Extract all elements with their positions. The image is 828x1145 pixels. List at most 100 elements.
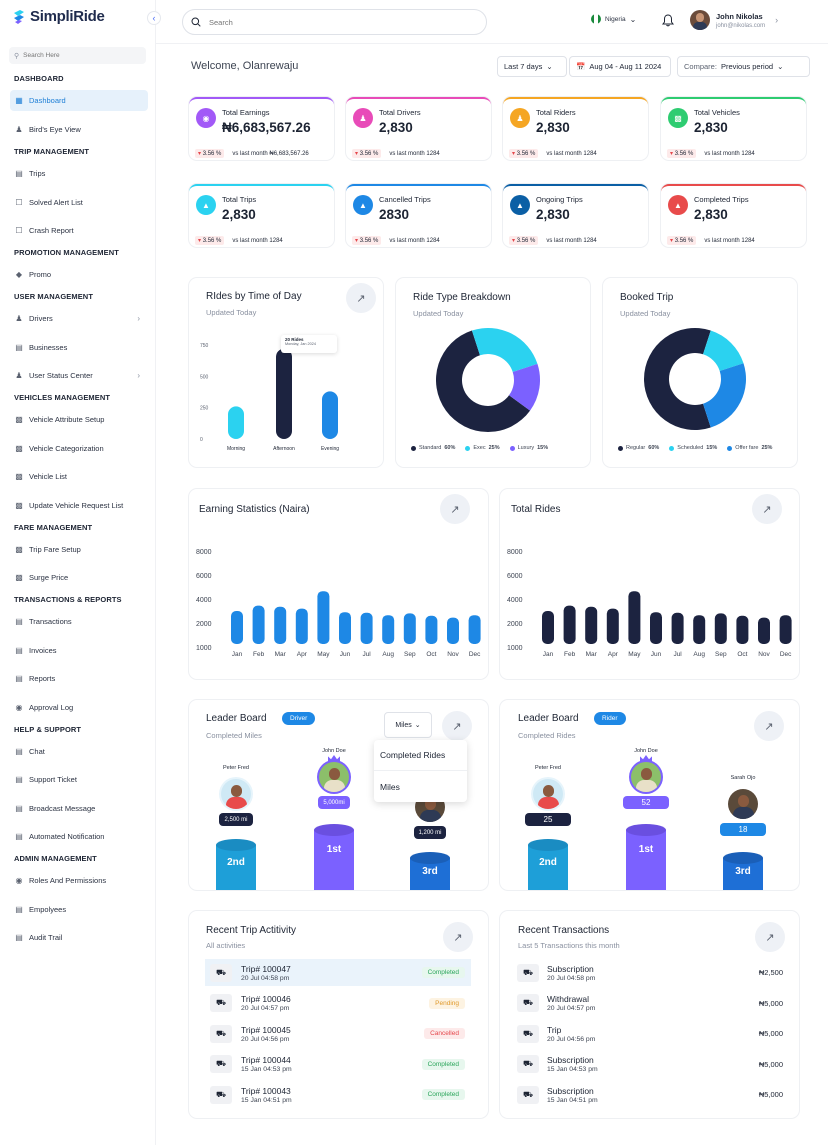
slice-offer-fare[interactable] xyxy=(703,363,746,428)
bar-jul[interactable] xyxy=(671,612,684,644)
slice-scheduled[interactable] xyxy=(703,330,744,371)
bar-may[interactable] xyxy=(317,591,330,644)
expand-leaderboard-rider-button[interactable]: ↗ xyxy=(754,711,784,741)
expand-total-rides-button[interactable]: ↗ xyxy=(752,494,782,524)
sidebar-item-update-vehicle-request-list[interactable]: ▩ Update Vehicle Request List xyxy=(10,495,148,516)
sidebar-item-roles-and-permissions[interactable]: ◉ Roles And Permissions xyxy=(10,870,148,891)
bar-jan[interactable] xyxy=(231,611,243,644)
bar-jan[interactable] xyxy=(542,611,554,644)
menu-item-completed-rides[interactable]: Completed Rides xyxy=(374,740,467,771)
transaction-row[interactable]: ⛟ Trip 20 Jul 04:56 pm ₦5,000 xyxy=(516,1020,786,1047)
sidebar-item-audit-trail[interactable]: ▤ Audit Trail xyxy=(10,927,148,948)
bar-afternoon[interactable] xyxy=(276,348,292,439)
activity-row[interactable]: ⛟ Trip# 100046 20 Jul 04:57 pm Pending xyxy=(205,990,471,1017)
sidebar-item-surge-price[interactable]: ▩ Surge Price xyxy=(10,567,148,588)
down-arrow-icon: ▾ xyxy=(670,151,675,157)
miles-filter-select[interactable]: Miles ⌄ xyxy=(384,712,432,738)
avatar-photo xyxy=(631,762,661,792)
transaction-row[interactable]: ⛟ Subscription 15 Jan 04:53 pm ₦5,000 xyxy=(516,1051,786,1078)
bar-evening[interactable] xyxy=(322,391,338,439)
sidebar-search-input[interactable] xyxy=(23,52,134,59)
activity-row[interactable]: ⛟ Trip# 100044 15 Jan 04:53 pm Completed xyxy=(205,1051,471,1078)
transaction-row[interactable]: ⛟ Subscription 20 Jul 04:58 pm ₦2,500 xyxy=(516,959,786,986)
sidebar-search[interactable]: ⚲ xyxy=(9,47,146,64)
collapse-sidebar-button[interactable]: ‹ xyxy=(147,11,161,25)
sidebar-item-approval-log[interactable]: ◉ Approval Log xyxy=(10,697,148,718)
bar-morning[interactable] xyxy=(228,406,244,439)
bar-may[interactable] xyxy=(628,591,641,644)
bar-oct[interactable] xyxy=(425,615,438,644)
sidebar-item-user-status-center[interactable]: ♟ User Status Center › xyxy=(10,365,148,386)
menu-item-miles[interactable]: Miles xyxy=(380,781,400,792)
bar-sep[interactable] xyxy=(714,613,727,644)
sidebar-item-chat[interactable]: ▤ Chat xyxy=(10,741,148,762)
activity-row[interactable]: ⛟ Trip# 100047 20 Jul 04:58 pm Completed xyxy=(205,959,471,986)
stat-value: 2,830 xyxy=(379,120,413,135)
sidebar-item-vehicle-list[interactable]: ▩ Vehicle List xyxy=(10,466,148,487)
sidebar-item-dashboard[interactable]: ▦ Dashboard xyxy=(10,90,148,111)
stat-label: Total Riders xyxy=(536,108,576,117)
transaction-amount: ₦5,000 xyxy=(758,1090,783,1100)
transaction-row[interactable]: ⛟ Withdrawal 20 Jul 04:57 pm ₦5,000 xyxy=(516,990,786,1017)
date-picker[interactable]: 📅 Aug 04 - Aug 11 2024 xyxy=(569,56,671,77)
expand-transactions-button[interactable]: ↗ xyxy=(755,922,785,952)
bar-sep[interactable] xyxy=(403,613,416,644)
sidebar-item-bird-s-eye-view[interactable]: ♟ Bird's Eye View xyxy=(10,119,148,140)
sidebar-item-businesses[interactable]: ▤ Businesses xyxy=(10,337,148,358)
activity-row[interactable]: ⛟ Trip# 100043 15 Jan 04:51 pm Completed xyxy=(205,1081,471,1108)
bar-aug[interactable] xyxy=(382,615,395,644)
sidebar-item-support-ticket[interactable]: ▤ Support Ticket xyxy=(10,769,148,790)
bar-apr[interactable] xyxy=(606,608,619,644)
logo[interactable]: SimpliRide xyxy=(12,8,105,25)
sidebar-item-empolyees[interactable]: ▤ Empolyees xyxy=(10,899,148,920)
chevron-down-icon: ⌄ xyxy=(414,722,421,729)
bar-dec[interactable] xyxy=(468,615,481,644)
sidebar-item-broadcast-message[interactable]: ▤ Broadcast Message xyxy=(10,798,148,819)
bar-feb[interactable] xyxy=(563,605,576,644)
sidebar-item-promo[interactable]: ◆ Promo xyxy=(10,264,148,285)
sidebar-item-transactions[interactable]: ▤ Transactions xyxy=(10,611,148,632)
sidebar-item-vehicle-attribute-setup[interactable]: ▩ Vehicle Attribute Setup xyxy=(10,409,148,430)
expand-leaderboard-driver-button[interactable]: ↗ xyxy=(442,711,472,741)
slice-standard[interactable] xyxy=(436,330,531,432)
bar-mar[interactable] xyxy=(274,606,287,644)
sidebar-item-drivers[interactable]: ♟ Drivers › xyxy=(10,308,148,329)
sidebar-item-solved-alert-list[interactable]: ☐ Solved Alert List xyxy=(10,192,148,213)
bar-dec[interactable] xyxy=(779,615,792,644)
sidebar-item-vehicle-categorization[interactable]: ▩ Vehicle Categorization xyxy=(10,438,148,459)
bar-nov[interactable] xyxy=(758,617,770,644)
slice-regular[interactable] xyxy=(644,328,711,430)
range-select[interactable]: Last 7 days ⌄ xyxy=(497,56,567,77)
bar-mar[interactable] xyxy=(585,606,598,644)
bar-oct[interactable] xyxy=(736,615,749,644)
bar-apr[interactable] xyxy=(295,608,308,644)
bar-jun[interactable] xyxy=(339,612,351,644)
expand-earning-button[interactable]: ↗ xyxy=(440,494,470,524)
leader-score: 5,000mi xyxy=(318,796,350,809)
transaction-row[interactable]: ⛟ Subscription 15 Jan 04:51 pm ₦5,000 xyxy=(516,1081,786,1108)
leader-name: Peter Fred xyxy=(535,765,561,771)
expand-rides-time-button[interactable]: ↗ xyxy=(346,283,376,313)
country-selector[interactable]: Nigeria ⌄ xyxy=(591,14,636,24)
bar-jun[interactable] xyxy=(650,612,662,644)
bar-nov[interactable] xyxy=(447,617,459,644)
sidebar-item-reports[interactable]: ▤ Reports xyxy=(10,668,148,689)
user-menu[interactable]: John Nikolas john@nikolas.com › xyxy=(690,10,778,30)
expand-activity-button[interactable]: ↗ xyxy=(443,922,473,952)
sidebar-item-invoices[interactable]: ▤ Invoices xyxy=(10,640,148,661)
activity-row[interactable]: ⛟ Trip# 100045 20 Jul 04:56 pm Cancelled xyxy=(205,1020,471,1047)
top-search-input[interactable] xyxy=(209,17,469,27)
bar-feb[interactable] xyxy=(252,605,265,644)
top-search[interactable] xyxy=(182,9,487,35)
slice-exec[interactable] xyxy=(471,328,538,372)
bar-jul[interactable] xyxy=(360,612,373,644)
podium-rank: 1st xyxy=(326,844,342,855)
slice-luxury[interactable] xyxy=(509,363,540,411)
sidebar-item-trips[interactable]: ▤ Trips xyxy=(10,163,148,184)
bar-aug[interactable] xyxy=(693,615,706,644)
sidebar-item-crash-report[interactable]: ☐ Crash Report xyxy=(10,220,148,241)
sidebar-item-automated-notification[interactable]: ▤ Automated Notification xyxy=(10,826,148,847)
compare-select[interactable]: Compare: Previous period ⌄ xyxy=(677,56,810,77)
sidebar-item-trip-fare-setup[interactable]: ▩ Trip Fare Setup xyxy=(10,539,148,560)
bell-icon[interactable] xyxy=(662,14,674,27)
